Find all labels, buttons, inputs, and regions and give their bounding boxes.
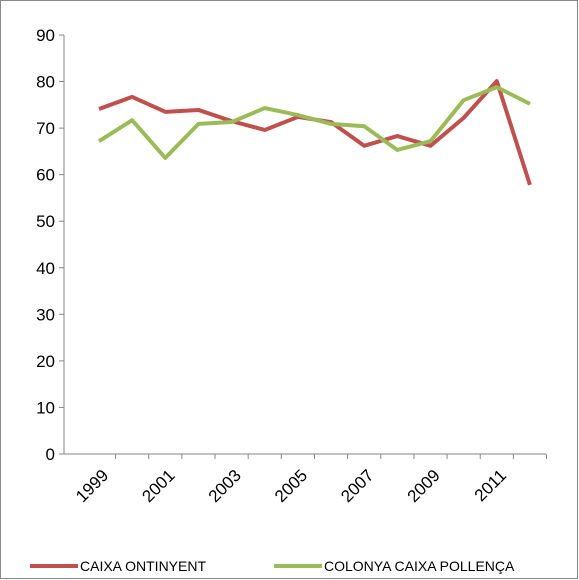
y-tick-label: 90	[36, 26, 55, 45]
y-tick-label: 80	[36, 73, 55, 92]
legend-label: CAIXA ONTINYENT	[80, 558, 206, 574]
series-line	[97, 85, 531, 160]
y-tick-label: 0	[46, 445, 55, 464]
y-tick-label: 40	[36, 259, 55, 278]
y-tick-label: 20	[36, 352, 55, 371]
y-tick-label: 60	[36, 166, 55, 185]
y-tick-label: 50	[36, 212, 55, 231]
y-tick-label: 30	[36, 305, 55, 324]
y-tick-label: 70	[36, 119, 55, 138]
y-tick-label: 10	[36, 398, 55, 417]
legend-label: COLONYA CAIXA POLLENÇA	[324, 558, 515, 574]
